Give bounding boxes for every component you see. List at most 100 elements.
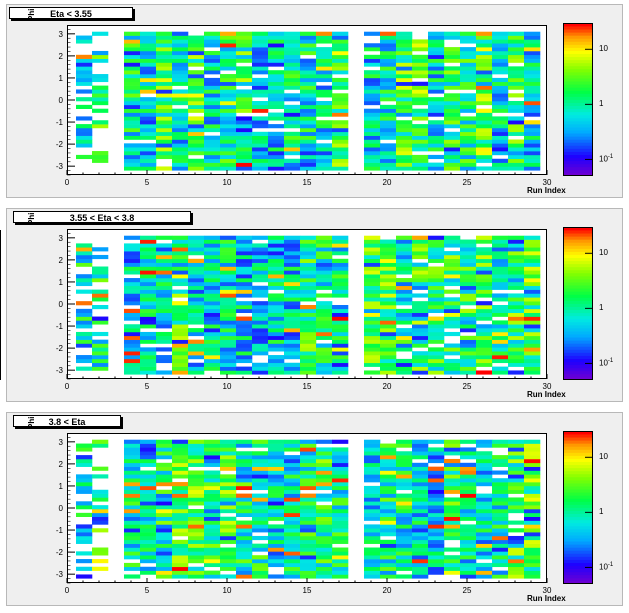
heatmap-cell [284,335,301,340]
heatmap-cell [252,482,269,487]
heatmap-cell [156,528,173,533]
heatmap-cell [428,81,445,86]
heatmap-cell [252,516,269,521]
heatmap-cell [284,254,301,260]
heatmap-cell [284,116,301,121]
heatmap-cell [236,308,253,313]
heatmap-cell [380,43,397,48]
heatmap-cell [412,247,429,252]
heatmap-cell [380,154,397,160]
heatmap-cell [444,559,461,564]
heatmap-cell [332,124,349,129]
heatmap-cell [444,281,461,287]
heatmap-cell [76,320,93,325]
heatmap-cell [284,139,301,144]
heatmap-cell [492,254,509,260]
heatmap-cell [380,131,397,136]
heatmap-cell [396,474,413,479]
heatmap-cell [460,143,477,148]
heatmap-cell [524,505,541,510]
heatmap-cell [300,35,317,40]
heatmap-cell [476,458,493,464]
heatmap-cell [220,539,237,544]
heatmap-cell [316,562,333,568]
heatmap-cell [428,101,445,106]
heatmap-cell [124,39,141,44]
heatmap-cell [140,162,157,167]
heatmap-cell [364,458,381,464]
color-scale-band [563,230,593,234]
heatmap-cell [188,539,205,544]
heatmap-cell [396,151,413,156]
heatmap-cell [300,293,317,298]
heatmap-cell [428,562,445,568]
heatmap-cell [316,474,333,479]
heatmap-cell [140,43,157,48]
heatmap-cell [444,535,461,541]
heatmap-cell [396,439,413,444]
heatmap-cell [396,139,413,144]
heatmap-cell [172,347,189,352]
heatmap-cell [140,235,157,240]
heatmap-cell [252,35,269,40]
heatmap-cell [508,351,525,356]
heatmap-cell [92,101,109,106]
color-scale-band [563,297,593,301]
heatmap-cell [284,247,301,252]
heatmap-cell [204,66,221,71]
heatmap-cell [188,81,205,86]
heatmap-cell [460,131,477,136]
heatmap-cell [460,158,477,163]
heatmap-cell [396,58,413,63]
heatmap-cell [508,116,525,121]
heatmap-cell [204,439,221,444]
heatmap-cell [140,551,157,556]
heatmap-cell [156,154,173,160]
heatmap-cell [140,293,157,298]
heatmap-cell [300,166,317,171]
heatmap-cell [172,462,189,467]
heatmap-cell [476,516,493,521]
color-scale-band [563,300,593,304]
heatmap-cell [476,97,493,102]
heatmap-cell [364,439,381,444]
heatmap-cell [188,135,205,140]
heatmap-cell [236,528,253,533]
heatmap-cell [412,366,429,371]
heatmap-cell [524,147,541,152]
heatmap-cell [492,339,509,344]
heatmap-cell [92,305,109,310]
heatmap-cell [524,478,541,483]
heatmap-cell [220,474,237,479]
heatmap-cell [220,301,237,306]
heatmap-cell [268,135,285,140]
heatmap-cell [92,293,109,298]
heatmap-cell [444,520,461,525]
color-scale-band [563,489,593,493]
heatmap-cell [188,77,205,83]
heatmap-cell [236,559,253,564]
heatmap-cell [204,120,221,125]
heatmap-cell [220,258,237,263]
heatmap-cell [508,528,525,533]
heatmap-cell [300,158,317,163]
heatmap-cell [492,85,509,90]
heatmap-cell [508,462,525,467]
heatmap-cell [284,66,301,71]
heatmap-cell [364,93,381,98]
heatmap-cell [140,324,157,329]
heatmap-cell [268,505,285,510]
heatmap-cell [220,574,237,579]
heatmap-cell [268,370,285,375]
heatmap-cell [380,497,397,502]
heatmap-cell [332,81,349,86]
heatmap-cell [140,258,157,263]
heatmap-cell [204,124,221,129]
heatmap-cell [172,570,189,575]
heatmap-cell [300,131,317,136]
heatmap-cell [76,355,93,360]
heatmap-cell [476,58,493,63]
heatmap-cell [364,551,381,556]
heatmap-cell [92,278,109,283]
heatmap-cell [252,451,269,456]
